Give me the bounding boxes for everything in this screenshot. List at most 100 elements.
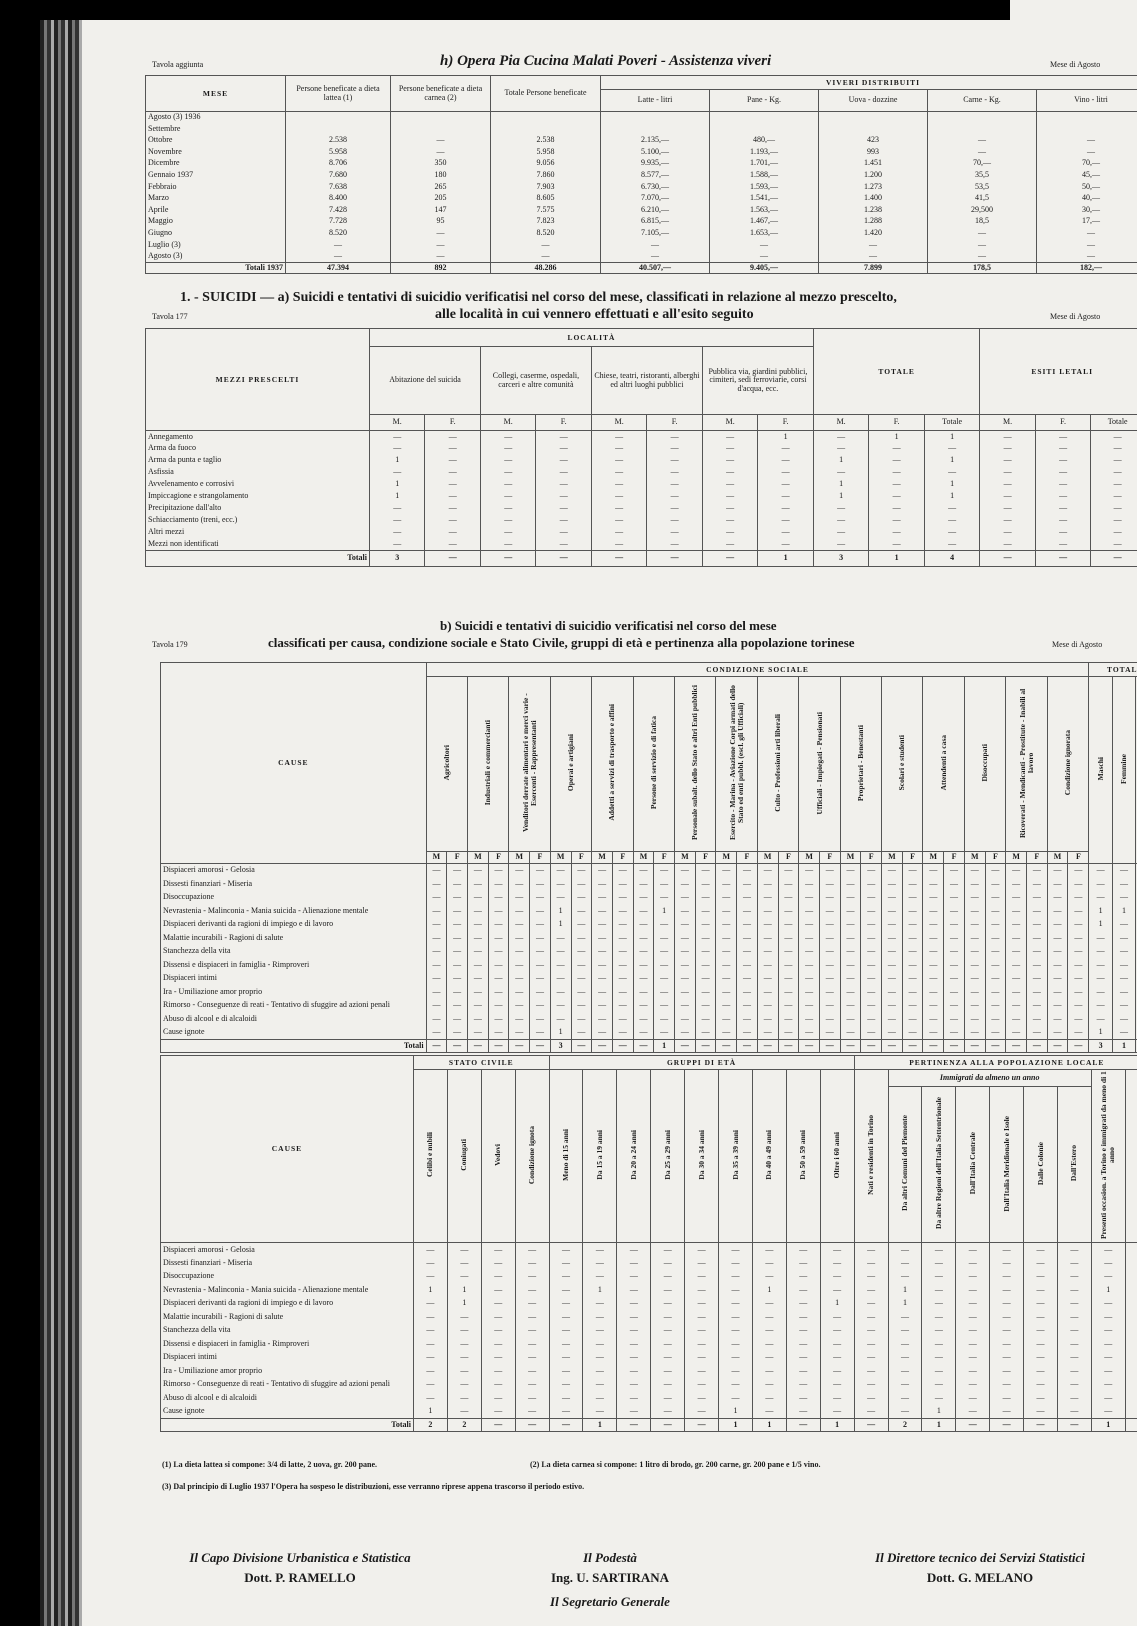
column-header: Persone beneficate a dieta carnea (2)	[390, 75, 491, 112]
row-label: Totali	[145, 550, 370, 567]
cell-value: —	[785, 1323, 821, 1338]
cell-value: —	[1090, 550, 1137, 567]
cell-value: —	[963, 944, 986, 958]
column-header-text: Femmine	[1119, 753, 1129, 784]
cell-value: —	[611, 1025, 634, 1039]
cell-value: —	[1005, 985, 1027, 999]
column-header-text: Esercito - Marina - Aviazione Corpi arma…	[727, 685, 745, 841]
table-row: Agosto (3) — — — — — — — —	[145, 250, 1137, 263]
cell-value: —	[868, 454, 925, 467]
cell-value: —	[979, 550, 1036, 567]
cell-value: —	[839, 1012, 862, 1026]
cell-value: —	[736, 931, 758, 945]
cell-value: —	[616, 1256, 652, 1270]
cell-value: —	[684, 1283, 720, 1297]
cell-value: —	[424, 514, 481, 527]
column-header: M.	[701, 414, 759, 431]
cell-value: —	[570, 958, 593, 972]
column-header: Pubblica via, giardini pubblici, cimiter…	[701, 346, 814, 415]
cell-value: —	[943, 1012, 965, 1026]
cell-value: 1.273	[818, 181, 928, 193]
cell-value: —	[591, 931, 613, 945]
cell-value: —	[1034, 514, 1092, 527]
cell-value: —	[1135, 931, 1137, 945]
cell-value: —	[715, 1025, 738, 1039]
cell-value: —	[1067, 890, 1090, 904]
cell-value: —	[963, 1012, 986, 1026]
cell-value: —	[425, 931, 448, 945]
table-row: Dissensi e dispiaceri in famiglia - Rimp…	[160, 958, 1137, 972]
cell-value: —	[979, 466, 1036, 479]
cell-value: —	[632, 985, 655, 999]
cell-value: —	[756, 904, 779, 918]
cell-value: —	[1025, 985, 1048, 999]
cell-value: 7.070,—	[600, 192, 710, 205]
month: Mese di Agosto	[1050, 312, 1101, 321]
cell-value: —	[535, 478, 592, 491]
cell-value: —	[1005, 890, 1027, 904]
cell-value: —	[718, 1242, 753, 1257]
cell-value: —	[508, 944, 531, 958]
cell-value: —	[887, 1242, 923, 1257]
cell-value: —	[756, 863, 779, 877]
table-row: Giugno 8.520—8.520 7.105,— 1.653,— 1.420— —	[145, 227, 1137, 240]
column-header-text: Celibi e nubili	[425, 1132, 435, 1178]
row-label: Cause ignote	[160, 1404, 414, 1419]
cell-value: —	[812, 466, 870, 479]
cell-value: —	[943, 1038, 965, 1053]
column-header-text: Da 15 a 19 anni	[594, 1130, 604, 1180]
cell-value: —	[819, 1404, 855, 1419]
cell-value: —	[839, 931, 862, 945]
cell-value: —	[943, 904, 965, 918]
table-suicidi-mezzi: MEZZI PRESCELTI LOCALITÀ TOTALE ESITI LETAL…	[145, 328, 1137, 567]
cell-value: —	[1056, 1269, 1092, 1284]
cell-value: —	[736, 971, 758, 985]
empty-cell	[1035, 123, 1137, 135]
cell-value: —	[1034, 538, 1092, 551]
cell-value: —	[881, 1012, 903, 1026]
cell-value: —	[839, 998, 862, 1012]
signature-role: Il Segretario Generale	[550, 1594, 670, 1609]
cell-value: —	[368, 502, 426, 515]
table-row: Dispiaceri amorosi - Gelosia — — — — — — — — — — — —…	[160, 1242, 1137, 1257]
row-label: Marzo	[145, 192, 286, 205]
cell-value: 1	[718, 1417, 753, 1433]
cell-value: —	[514, 1269, 550, 1284]
cell-value: —	[446, 863, 468, 877]
table-row: Avvelenamento e corrosivi 1— — — — — — —1—1— — —	[145, 478, 1137, 491]
column-header: Dalle Colonie	[1023, 1085, 1058, 1244]
cell-value: —	[1005, 998, 1027, 1012]
cell-value: —	[756, 877, 779, 891]
cell-value: —	[490, 239, 601, 251]
column-header-text: Addetti a servizi di trasporto e affini	[607, 704, 617, 822]
table-row: Novembre 5.958—5.958 5.100,— 1.193,— 993— —	[145, 146, 1137, 158]
cell-value: —	[921, 1377, 957, 1392]
cell-value: —	[508, 917, 531, 931]
cell-value: —	[984, 958, 1007, 972]
empty-cell	[927, 111, 1037, 124]
cell-value: —	[984, 917, 1007, 931]
cell-value: —	[839, 917, 862, 931]
cell-value: —	[1090, 1323, 1126, 1338]
cell-value: —	[1111, 998, 1137, 1012]
cell-value: —	[839, 971, 862, 985]
cell-value: —	[963, 1025, 986, 1039]
cell-value: —	[881, 985, 903, 999]
cell-value: —	[989, 1404, 1025, 1419]
column-header: CAUSE	[160, 1054, 414, 1244]
cell-value: —	[1067, 985, 1090, 999]
cell-value: —	[582, 1404, 618, 1419]
column-header: M	[756, 851, 779, 864]
column-header-text: Condizione ignota	[527, 1125, 537, 1185]
cell-value: —	[1023, 1310, 1058, 1324]
cell-value: —	[425, 863, 448, 877]
cell-value: —	[591, 890, 613, 904]
row-label: Avvelenamento e corrosivi	[145, 478, 370, 491]
cell-value: —	[425, 890, 448, 904]
cell-value: —	[1046, 985, 1069, 999]
cell-value: —	[694, 985, 717, 999]
cell-value: —	[446, 1269, 482, 1284]
cell-value: —	[479, 550, 537, 567]
cell-value: —	[718, 1350, 753, 1365]
total-row: Totali 1937 47.394 892 48.286 40.507,— 9.405,…	[145, 261, 1137, 275]
